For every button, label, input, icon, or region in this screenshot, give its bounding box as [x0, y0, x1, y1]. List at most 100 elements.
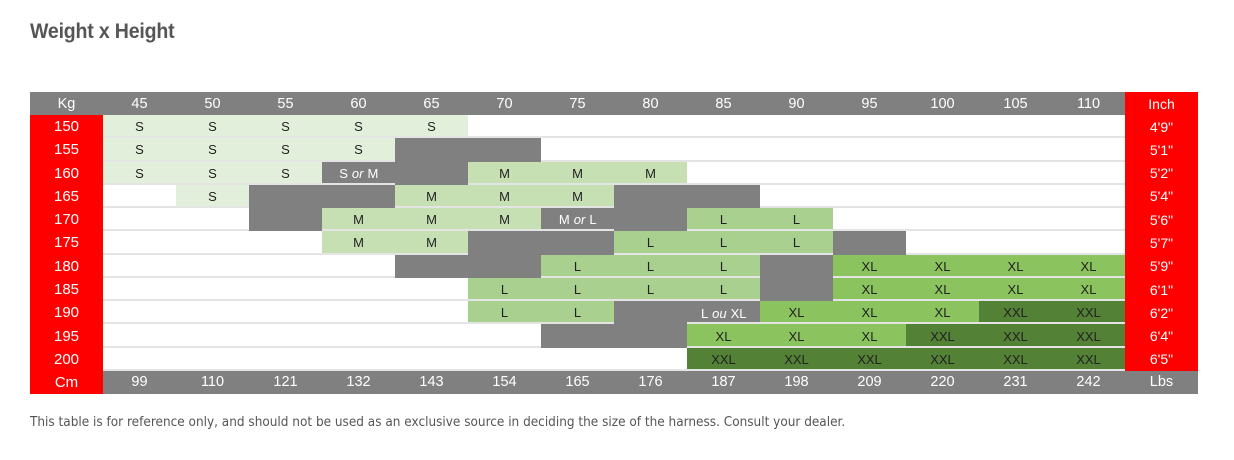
empty-cell	[322, 301, 395, 325]
size-cell-bg	[687, 324, 760, 348]
header-weight-kg: 110	[1052, 92, 1125, 115]
size-cell: L	[719, 235, 728, 251]
disclaimer-note: This table is for reference only, and sh…	[30, 415, 846, 430]
empty-cell	[614, 347, 687, 371]
size-cell-bg	[541, 277, 614, 302]
size-cell-bg	[322, 138, 395, 162]
height-inch-cell: 6'2"	[1125, 301, 1198, 325]
size-cell-bg	[687, 231, 760, 255]
empty-cell	[614, 301, 688, 325]
empty-cell	[249, 347, 322, 371]
size-cell-bg	[322, 161, 395, 185]
height-inch-cell: 6'4"	[1125, 324, 1198, 348]
size-cell-bg	[1052, 277, 1125, 302]
size-cell: L	[792, 212, 801, 228]
size-cell-bg	[249, 138, 322, 162]
page-title: Weight x Height	[30, 20, 175, 43]
footer-weight-lbs: 187	[687, 370, 760, 394]
empty-cell	[614, 208, 688, 232]
size-cell: L	[646, 282, 655, 297]
size-cell-bg	[906, 301, 979, 325]
header-weight-kg: 95	[833, 92, 906, 115]
empty-cell	[687, 161, 760, 185]
size-cell-bg	[176, 161, 249, 185]
empty-cell	[395, 324, 468, 348]
size-cell: XL	[861, 282, 878, 297]
header-weight-kg: 105	[979, 92, 1052, 115]
size-cell-bg	[687, 301, 760, 325]
size-cell-bg	[687, 254, 760, 278]
height-cm-cell: 185	[30, 277, 103, 302]
height-cm-cell: 150	[30, 115, 103, 139]
empty-cell	[833, 138, 906, 162]
size-cell-bg	[541, 254, 614, 278]
header-weight-kg: 65	[395, 92, 468, 115]
size-cell: S	[354, 119, 363, 135]
size-cell-bg	[979, 324, 1052, 348]
empty-cell	[103, 277, 176, 302]
size-cell: S	[135, 142, 144, 158]
size-cell: M	[426, 212, 437, 228]
height-inch-cell: 4'9"	[1125, 115, 1198, 139]
size-cell: S	[208, 188, 217, 204]
empty-cell	[1052, 208, 1125, 232]
size-cell: S	[135, 165, 144, 181]
height-inch-cell: 6'5"	[1125, 347, 1198, 371]
empty-cell	[760, 254, 834, 279]
size-cell-bg	[468, 208, 541, 232]
header-weight-kg: 70	[468, 92, 541, 115]
size-cell: S	[281, 165, 290, 181]
footer-weight-lbs: 132	[322, 370, 395, 394]
size-cell: M	[572, 165, 583, 181]
header-weight-kg: 85	[687, 92, 760, 115]
header-weight-kg: 80	[614, 92, 687, 115]
empty-cell	[614, 138, 687, 162]
height-inch-cell: 5'9"	[1125, 254, 1198, 278]
size-cell: M	[426, 188, 437, 204]
height-inch-cell: 5'1"	[1125, 138, 1198, 162]
size-cell: XL	[861, 305, 878, 321]
size-cell-bg	[1052, 347, 1125, 371]
empty-cell	[760, 138, 833, 162]
size-cell: S	[427, 119, 436, 135]
empty-cell	[176, 231, 249, 255]
size-cell-bg	[979, 301, 1052, 325]
empty-cell	[176, 347, 249, 371]
size-cell-bg	[541, 184, 614, 209]
size-cell-bg	[541, 208, 614, 232]
empty-cell	[906, 161, 979, 185]
empty-cell	[687, 184, 761, 209]
size-cell-bg	[322, 115, 395, 139]
empty-cell	[249, 231, 322, 255]
size-cell: S	[208, 142, 217, 158]
empty-cell	[687, 115, 760, 139]
footer-weight-lbs: 99	[103, 370, 176, 394]
size-cell: S	[208, 119, 217, 135]
height-cm-cell: 195	[30, 324, 103, 348]
empty-cell	[103, 231, 176, 255]
size-cell: XXL	[1003, 351, 1028, 367]
size-cell-bg	[614, 161, 687, 185]
height-cm-cell: 200	[30, 347, 103, 371]
empty-cell	[833, 208, 906, 232]
size-cell-bg	[249, 115, 322, 139]
empty-cell	[176, 254, 249, 278]
empty-cell	[395, 254, 469, 279]
size-cell-bg	[468, 184, 541, 209]
empty-cell	[1052, 231, 1125, 255]
size-cell: XXL	[857, 351, 882, 367]
footer-corner-cm: Cm	[30, 370, 103, 394]
size-cell: L	[500, 282, 509, 297]
size-cell: XXL	[930, 351, 955, 367]
size-cell-bg	[906, 254, 979, 278]
size-cell: L	[719, 282, 728, 297]
height-cm-cell: 155	[30, 138, 103, 162]
empty-cell	[1052, 184, 1125, 209]
size-cell: XXL	[930, 328, 955, 344]
header-corner-inch: Inch	[1125, 92, 1198, 115]
size-cell: L	[719, 212, 728, 228]
header-weight-kg: 100	[906, 92, 979, 115]
